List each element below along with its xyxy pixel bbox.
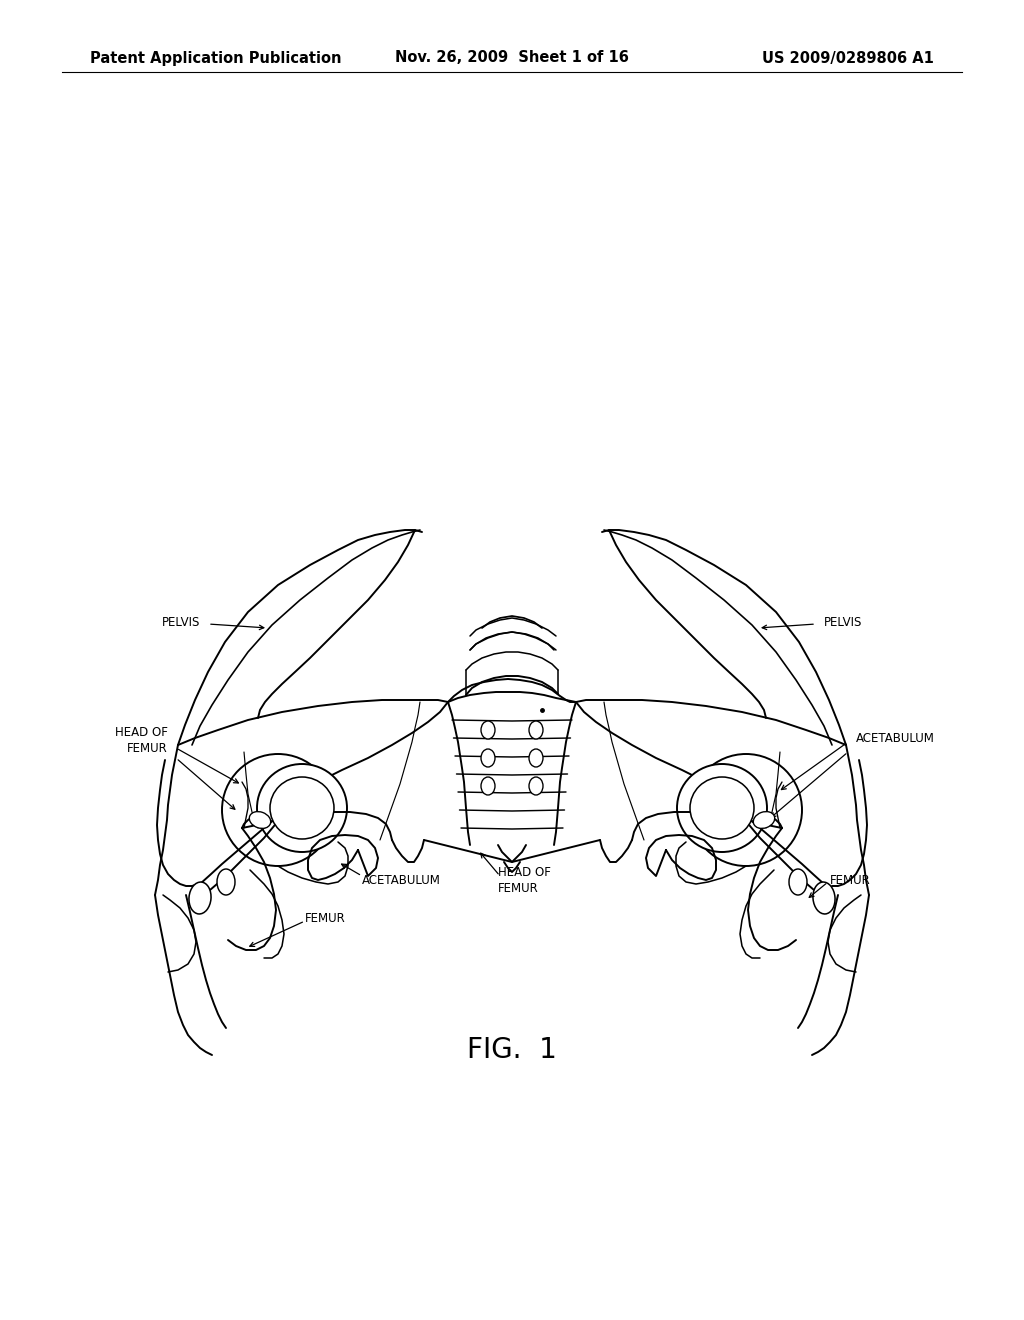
Ellipse shape <box>690 777 754 840</box>
Ellipse shape <box>249 812 270 829</box>
Ellipse shape <box>529 777 543 795</box>
Text: PELVIS: PELVIS <box>162 615 200 628</box>
Ellipse shape <box>481 777 495 795</box>
Ellipse shape <box>270 777 334 840</box>
Text: PELVIS: PELVIS <box>824 615 862 628</box>
Text: HEAD OF
FEMUR: HEAD OF FEMUR <box>115 726 168 755</box>
Circle shape <box>690 754 802 866</box>
Text: US 2009/0289806 A1: US 2009/0289806 A1 <box>762 50 934 66</box>
Text: ACETABULUM: ACETABULUM <box>362 874 441 887</box>
Ellipse shape <box>813 882 835 913</box>
Circle shape <box>222 754 334 866</box>
Text: FEMUR: FEMUR <box>830 874 870 887</box>
Ellipse shape <box>529 721 543 739</box>
Ellipse shape <box>481 748 495 767</box>
Ellipse shape <box>529 748 543 767</box>
Ellipse shape <box>189 882 211 913</box>
Ellipse shape <box>790 869 807 895</box>
Ellipse shape <box>481 721 495 739</box>
Text: FIG.  1: FIG. 1 <box>467 1036 557 1064</box>
Text: HEAD OF
FEMUR: HEAD OF FEMUR <box>498 866 551 895</box>
Ellipse shape <box>754 812 775 829</box>
Ellipse shape <box>677 764 767 851</box>
Ellipse shape <box>257 764 347 851</box>
Text: Nov. 26, 2009  Sheet 1 of 16: Nov. 26, 2009 Sheet 1 of 16 <box>395 50 629 66</box>
Text: ACETABULUM: ACETABULUM <box>856 731 935 744</box>
Text: FEMUR: FEMUR <box>305 912 346 924</box>
Text: Patent Application Publication: Patent Application Publication <box>90 50 341 66</box>
Ellipse shape <box>217 869 234 895</box>
